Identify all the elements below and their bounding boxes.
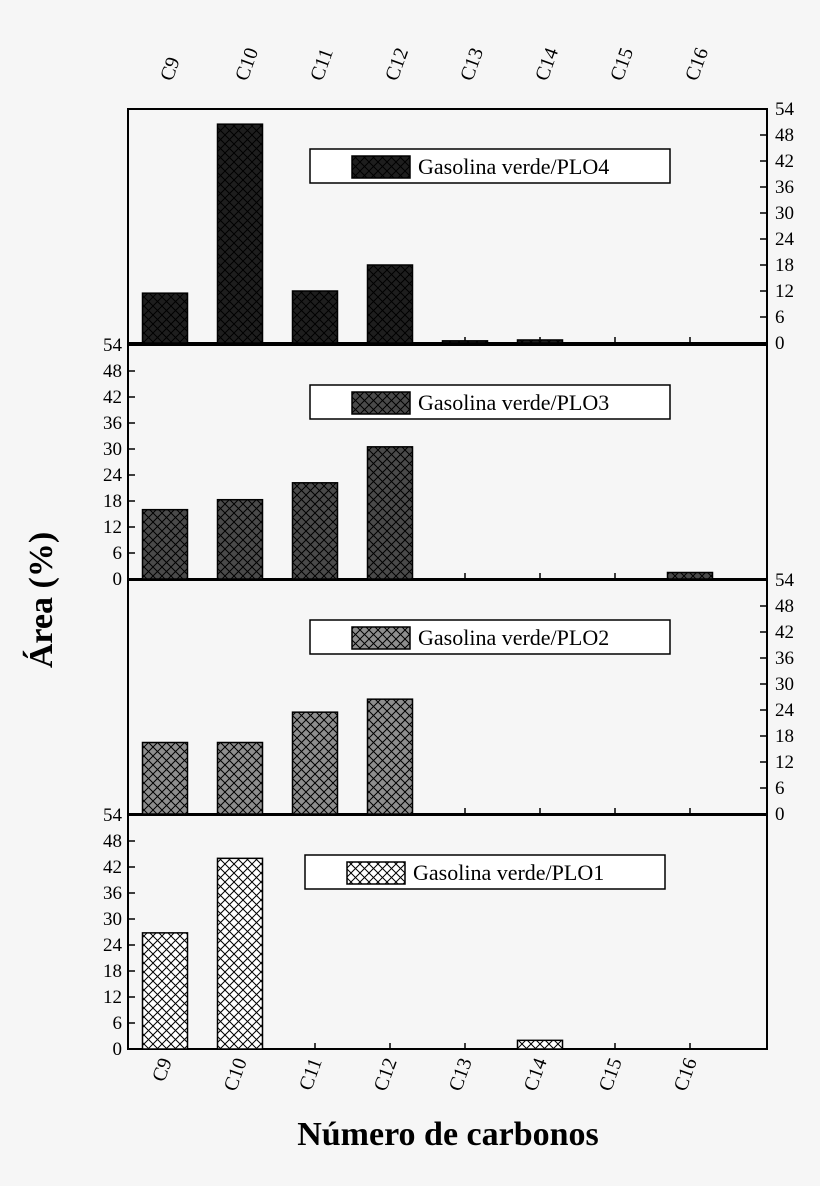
bar-c11 [291,482,339,580]
y-tick-label: 0 [113,1039,123,1060]
y-tick-label: 48 [775,596,794,617]
y-tick-label: 18 [103,961,122,982]
top-category-label: C12 [381,45,413,84]
bottom-category-label: C10 [220,1055,252,1094]
y-tick-label: 12 [103,987,122,1008]
bar-c13 [441,340,489,344]
y-tick-label: 0 [775,333,785,354]
legend-swatch [351,626,411,650]
legend-label: Gasolina verde/PLO2 [418,625,609,650]
bar-c12 [366,446,414,580]
bar-c9 [141,508,189,580]
bar-c10 [216,123,264,344]
legend-swatch [351,391,411,415]
y-tick-label: 18 [775,255,794,276]
y-tick-label: 42 [775,151,794,172]
y-tick-label: 30 [775,674,794,695]
panel-frame [127,814,768,1050]
panel-2: 0 6 12 18 24 30 36 42 48 54 Gasolina verde/PLO3 [103,335,768,590]
top-category-label: C10 [231,45,263,84]
panel-3: 0 6 12 18 24 30 36 42 48 54 Gasolina verde/PLO2 [127,570,795,825]
top-category-label: C13 [456,45,488,84]
legend-label: Gasolina verde/PLO1 [413,860,604,885]
y-tick-label: 54 [103,335,123,356]
bar-c10 [216,741,264,815]
y-axis-title: Área (%) [23,532,60,668]
panel-4: 0 6 12 18 24 30 36 42 48 54 Gasolina verde/PLO1 [103,805,768,1060]
y-tick-label: 30 [103,439,122,460]
chart-panels: 0 6 12 18 24 30 36 42 48 54 Gasolina verde/PLO4 0 6 1… [103,99,795,1060]
y-tick-label: 18 [103,491,122,512]
bar-c12 [366,264,414,344]
top-category-labels: C9 C10 C11 C12 C13 C14 C15 C16 [156,45,713,84]
y-tick-label: 36 [103,883,122,904]
y-tick-label: 6 [113,1013,123,1034]
y-tick-label: 42 [775,622,794,643]
legend-2: Gasolina verde/PLO3 [309,384,671,420]
bar-c9 [141,741,189,815]
bottom-category-label: C13 [445,1055,477,1094]
y-tick-label: 54 [103,805,123,826]
bottom-category-label: C11 [295,1055,327,1093]
y-tick-label: 12 [775,752,794,773]
legend-swatch [346,861,406,885]
y-tick-label: 0 [775,804,785,825]
y-tick-label: 48 [775,125,794,146]
bar-c10 [216,857,264,1050]
y-tick-label: 42 [103,387,122,408]
legend-swatch [351,155,411,179]
y-tick-label: 36 [775,177,794,198]
y-tick-label: 54 [775,570,795,591]
y-tick-label: 12 [775,281,794,302]
bottom-category-label: C16 [670,1055,702,1094]
panel-1: 0 6 12 18 24 30 36 42 48 54 Gasolina verde/PLO4 [127,99,795,354]
y-tick-label: 24 [775,229,795,250]
bar-c9 [141,292,189,344]
y-tick-label: 48 [103,831,122,852]
bar-c14 [516,1039,564,1050]
bottom-category-label: C9 [148,1055,177,1084]
bar-c11 [291,711,339,815]
bottom-category-label: C12 [370,1055,402,1094]
y-tick-label: 36 [103,413,122,434]
y-tick-label: 24 [103,935,123,956]
top-category-label: C15 [606,45,638,84]
y-tick-label: 36 [775,648,794,669]
y-tick-label: 24 [103,465,123,486]
top-category-label: C16 [681,45,713,84]
bar-c11 [291,290,339,344]
legend-1: Gasolina verde/PLO4 [309,148,671,184]
top-category-label: C14 [531,45,563,84]
y-tick-label: 6 [775,307,785,328]
y-tick-label: 12 [103,517,122,538]
y-tick-label: 42 [103,857,122,878]
y-tick-label: 54 [775,99,795,120]
top-category-label: C9 [156,54,185,83]
bottom-category-label: C15 [595,1055,627,1094]
bar-c16 [666,571,714,580]
y-tick-label: 48 [103,361,122,382]
x-axis-title: Número de carbonos [297,1116,599,1153]
top-category-label: C11 [306,46,338,84]
bottom-category-label: C14 [520,1055,552,1094]
y-tick-label: 0 [113,569,123,590]
legend-4: Gasolina verde/PLO1 [304,854,666,890]
bar-c9 [141,932,189,1050]
bar-c10 [216,498,264,580]
y-tick-label: 6 [775,778,785,799]
y-tick-label: 18 [775,726,794,747]
bottom-category-labels: C9 C10 C11 C12 C13 C14 C15 C16 [148,1055,702,1094]
legend-label: Gasolina verde/PLO3 [418,390,609,415]
y-tick-label: 30 [775,203,794,224]
y-tick-label: 24 [775,700,795,721]
bar-c12 [366,698,414,815]
legend-label: Gasolina verde/PLO4 [418,154,609,179]
y-tick-label: 30 [103,909,122,930]
y-tick-label: 6 [113,543,123,564]
legend-3: Gasolina verde/PLO2 [309,619,671,655]
bar-c14 [516,339,564,344]
